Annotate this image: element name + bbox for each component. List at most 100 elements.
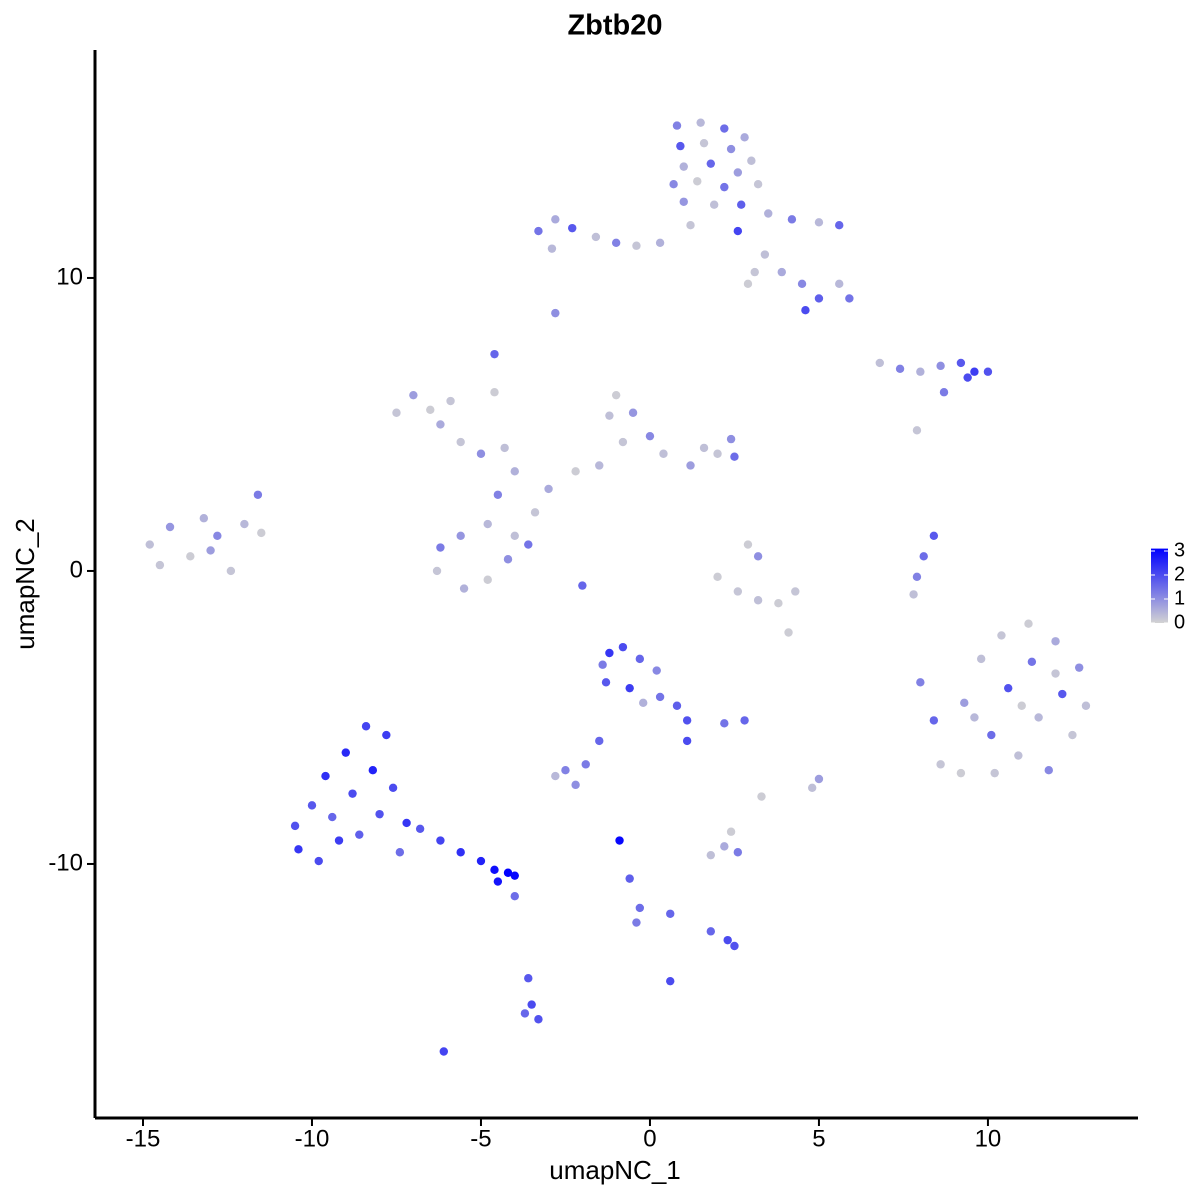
point	[483, 575, 492, 584]
point	[547, 244, 557, 253]
point	[490, 865, 499, 875]
chart-title: Zbtb20	[567, 10, 662, 42]
x-tick-label: 10	[975, 1125, 1002, 1152]
y-tick-label: -10	[48, 849, 83, 876]
point	[912, 426, 922, 435]
point	[733, 226, 743, 236]
x-tick-label: -5	[470, 1125, 491, 1152]
point	[713, 572, 722, 582]
point	[845, 294, 854, 303]
point	[916, 367, 925, 376]
point	[743, 279, 753, 289]
point	[909, 590, 918, 599]
point	[797, 279, 807, 289]
point	[835, 221, 844, 230]
point	[635, 903, 645, 913]
point	[730, 941, 739, 951]
point	[490, 388, 499, 397]
point	[328, 812, 337, 822]
point	[534, 1015, 543, 1024]
point	[476, 856, 486, 866]
point	[1044, 766, 1053, 775]
point	[639, 698, 648, 708]
point	[929, 531, 939, 541]
point	[747, 156, 756, 165]
point	[753, 552, 763, 561]
point	[709, 200, 719, 209]
y-axis-title: umapNC_2	[10, 518, 40, 650]
point	[601, 678, 611, 687]
point	[206, 546, 215, 555]
point	[598, 660, 607, 669]
point	[737, 200, 746, 209]
point	[686, 461, 695, 470]
point	[436, 420, 445, 429]
point	[402, 818, 411, 828]
point	[784, 628, 793, 637]
point	[1017, 701, 1026, 710]
point	[581, 760, 590, 769]
point	[875, 358, 884, 368]
point	[595, 736, 604, 746]
point	[415, 824, 425, 834]
point	[757, 792, 766, 801]
point	[960, 698, 969, 708]
point	[963, 373, 972, 382]
point	[534, 226, 543, 236]
point	[672, 701, 682, 710]
point	[611, 390, 621, 400]
point	[520, 1009, 530, 1018]
point	[165, 522, 175, 532]
point	[801, 305, 810, 315]
point	[1014, 751, 1023, 760]
point	[983, 367, 993, 376]
point	[679, 197, 688, 206]
point	[503, 555, 513, 564]
point	[976, 654, 986, 664]
point	[635, 654, 645, 664]
point	[578, 581, 587, 590]
point	[625, 874, 634, 883]
point	[314, 856, 323, 866]
point	[1058, 689, 1067, 699]
point	[625, 683, 634, 693]
points	[145, 118, 1091, 1056]
point	[456, 531, 465, 541]
point	[676, 141, 685, 151]
point	[760, 250, 770, 259]
point	[645, 431, 655, 441]
point	[753, 179, 763, 189]
point	[561, 766, 570, 775]
point	[334, 836, 344, 845]
x-tick-label: -10	[295, 1125, 330, 1152]
colorbar-tick-label: 2	[1174, 563, 1185, 585]
point	[814, 774, 824, 784]
point	[605, 648, 614, 658]
point	[686, 221, 695, 230]
point	[436, 543, 445, 552]
point	[615, 836, 624, 845]
point	[510, 467, 519, 476]
point	[764, 209, 773, 218]
point	[307, 801, 317, 810]
point	[970, 713, 979, 722]
point	[348, 789, 357, 798]
point	[774, 598, 783, 608]
point	[240, 519, 249, 529]
point	[436, 836, 445, 845]
point	[530, 508, 540, 517]
point	[699, 138, 709, 148]
point	[618, 437, 628, 447]
point	[446, 396, 455, 406]
point	[987, 730, 996, 740]
point	[919, 552, 928, 561]
point	[551, 308, 560, 318]
point	[740, 716, 749, 725]
point	[388, 783, 398, 792]
y-tick-label: 10	[56, 263, 83, 290]
point	[720, 719, 729, 728]
point	[632, 241, 641, 250]
point	[723, 935, 732, 945]
point	[213, 531, 222, 541]
point	[956, 768, 966, 778]
